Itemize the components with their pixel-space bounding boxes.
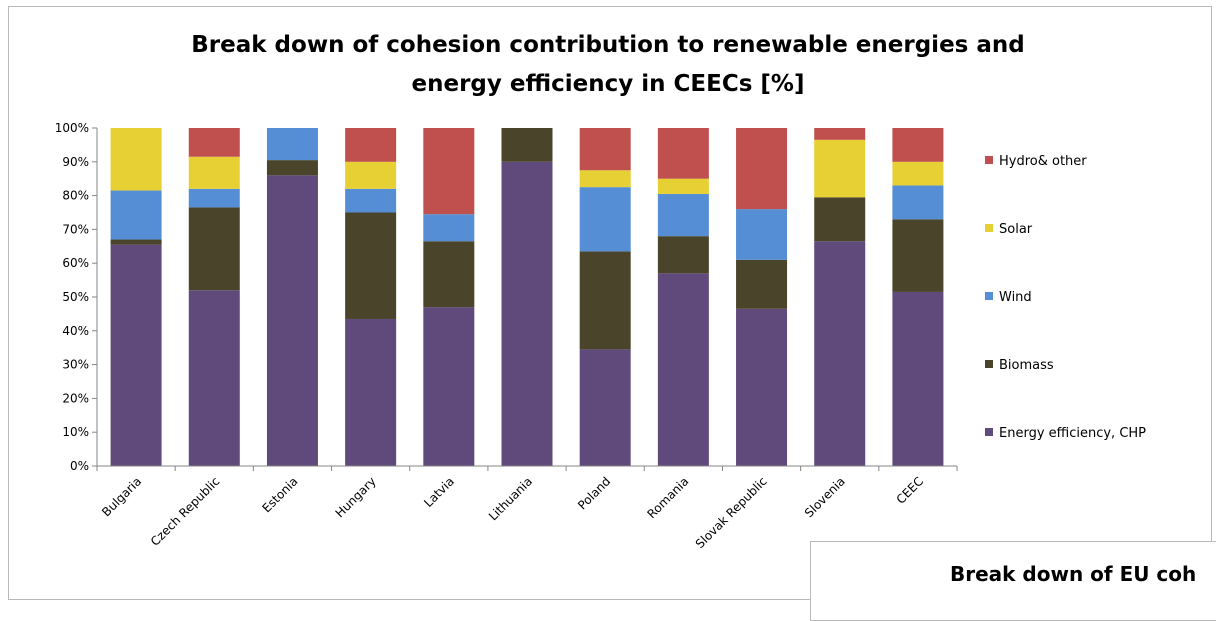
legend-label: Hydro& other — [999, 154, 1087, 169]
x-tick-label: Czech Republic — [148, 474, 223, 549]
bar-segment-hydro-other — [814, 128, 866, 140]
bar-segment-energy-efficiency-chp — [814, 241, 866, 466]
bar-segment-solar — [188, 156, 240, 189]
bar-segment-energy-efficiency-chp — [345, 318, 397, 466]
legend-item-energy-efficiency-chp: Energy efficiency, CHP — [985, 426, 1146, 441]
legend-label: Energy efficiency, CHP — [999, 426, 1146, 441]
bar-segment-wind — [188, 188, 240, 208]
legend-swatch — [985, 292, 993, 300]
stacked-bar-chart: 0% 10% 20% 30% 40% 50% 60% 70% 80% 90% 100% Bulgari… — [55, 121, 1146, 551]
y-tick-label: 0% — [70, 459, 89, 473]
bar-segment-energy-efficiency-chp — [423, 307, 475, 466]
bar-segment-biomass — [501, 128, 553, 162]
legend-label: Solar — [999, 222, 1033, 237]
y-tick-label: 40% — [62, 324, 89, 338]
legend-label: Biomass — [999, 358, 1054, 373]
bar-segment-solar — [814, 139, 866, 198]
x-tick-label: CEEC — [894, 474, 926, 506]
x-tick-label: Slovenia — [802, 474, 848, 520]
legend-item-biomass: Biomass — [985, 358, 1054, 373]
y-tick-label: 100% — [55, 121, 89, 135]
bar-segment-hydro-other — [188, 128, 240, 157]
bar-segment-biomass — [423, 241, 475, 308]
second-chart-frame: Break down of EU coh — [810, 541, 1216, 621]
y-tick-label: 20% — [62, 391, 89, 405]
bar-segment-biomass — [266, 160, 318, 176]
bar-segment-wind — [736, 209, 788, 260]
x-tick-label: Lithuania — [486, 474, 535, 523]
bar-segment-biomass — [110, 239, 162, 245]
x-tick-label: Slovak Republic — [693, 474, 770, 551]
bar-segment-hydro-other — [423, 128, 475, 215]
legend-item-wind: Wind — [985, 290, 1032, 305]
bar-segment-energy-efficiency-chp — [266, 175, 318, 466]
bar-segment-solar — [345, 161, 397, 189]
bar-segment-wind — [266, 128, 318, 161]
bar-segment-biomass — [345, 212, 397, 319]
y-tick-label: 70% — [62, 222, 89, 236]
bar-segment-wind — [345, 188, 397, 213]
bar-segment-hydro-other — [345, 128, 397, 162]
legend-item-hydro-other: Hydro& other — [985, 154, 1087, 169]
bar-segment-energy-efficiency-chp — [579, 349, 631, 466]
bar-segment-solar — [579, 170, 631, 188]
bar-segment-hydro-other — [892, 128, 944, 162]
bar-segment-wind — [657, 193, 709, 237]
bar-segment-biomass — [657, 236, 709, 274]
bar-segment-wind — [579, 187, 631, 252]
bar-segment-solar — [892, 161, 944, 186]
second-chart-title: Break down of EU coh — [950, 562, 1197, 586]
x-tick-label: Poland — [575, 474, 613, 512]
y-tick-label: 50% — [62, 290, 89, 304]
legend-label: Wind — [999, 290, 1032, 305]
bar-segment-hydro-other — [736, 128, 788, 210]
bar-segment-biomass — [814, 197, 866, 242]
bar-segment-energy-efficiency-chp — [657, 273, 709, 466]
bar-segment-wind — [892, 185, 944, 220]
legend-swatch — [985, 224, 993, 232]
bar-segment-wind — [110, 190, 162, 240]
x-tick-label: Latvia — [421, 474, 457, 510]
legend-swatch — [985, 156, 993, 164]
chart-title-line-2: energy efficiency in CEECs [%] — [411, 71, 805, 97]
legend-swatch — [985, 428, 993, 436]
x-tick-label: Romania — [644, 474, 691, 521]
legend-item-solar: Solar — [985, 222, 1033, 237]
bar-segment-hydro-other — [579, 128, 631, 171]
x-tick-label: Estonia — [259, 474, 300, 515]
bar-segment-energy-efficiency-chp — [892, 291, 944, 466]
y-tick-label: 60% — [62, 256, 89, 270]
bar-segment-energy-efficiency-chp — [736, 308, 788, 466]
chart-title-line-1: Break down of cohesion contribution to r… — [191, 32, 1025, 58]
y-tick-label: 30% — [62, 358, 89, 372]
bar-segment-biomass — [579, 251, 631, 350]
x-tick-label: Hungary — [333, 474, 379, 520]
y-tick-label: 80% — [62, 189, 89, 203]
x-tick-label: Bulgaria — [99, 474, 144, 519]
bar-segment-energy-efficiency-chp — [188, 290, 240, 466]
y-tick-label: 10% — [62, 425, 89, 439]
bar-segment-hydro-other — [657, 128, 709, 179]
bar-segment-solar — [657, 178, 709, 194]
bar-segment-biomass — [188, 207, 240, 291]
bar-segment-wind — [423, 214, 475, 242]
y-tick-label: 90% — [62, 155, 89, 169]
bar-segment-biomass — [892, 219, 944, 292]
bar-segment-energy-efficiency-chp — [501, 161, 553, 467]
bar-segment-solar — [110, 128, 162, 191]
legend-swatch — [985, 360, 993, 368]
bar-segment-biomass — [736, 259, 788, 309]
bar-segment-energy-efficiency-chp — [110, 244, 162, 466]
